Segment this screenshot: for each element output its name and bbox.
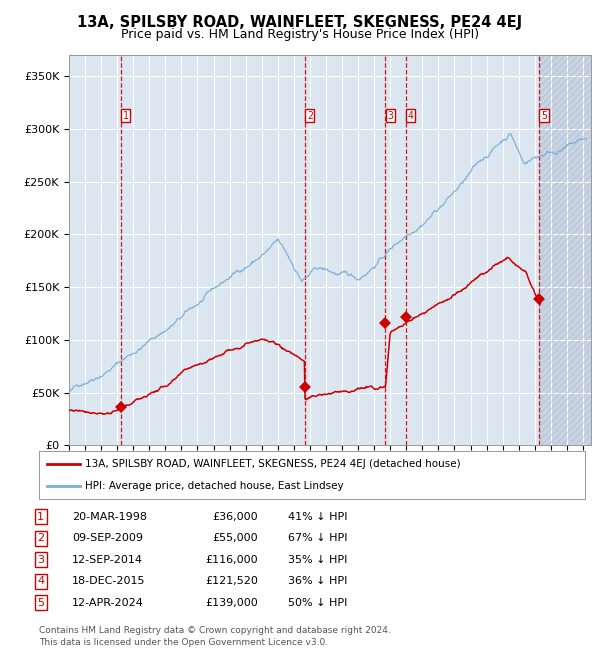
Text: 1: 1 [122,111,128,121]
Text: HPI: Average price, detached house, East Lindsey: HPI: Average price, detached house, East… [85,481,344,491]
Text: Price paid vs. HM Land Registry's House Price Index (HPI): Price paid vs. HM Land Registry's House … [121,28,479,41]
Text: 41% ↓ HPI: 41% ↓ HPI [288,512,347,522]
Bar [539,55,591,445]
Text: 67% ↓ HPI: 67% ↓ HPI [288,533,347,543]
Text: £36,000: £36,000 [212,512,258,522]
Text: 13A, SPILSBY ROAD, WAINFLEET, SKEGNESS, PE24 4EJ: 13A, SPILSBY ROAD, WAINFLEET, SKEGNESS, … [77,15,523,30]
Text: 20-MAR-1998: 20-MAR-1998 [72,512,147,522]
Text: 50% ↓ HPI: 50% ↓ HPI [288,597,347,608]
Text: 12-APR-2024: 12-APR-2024 [72,597,144,608]
Text: Contains HM Land Registry data © Crown copyright and database right 2024.
This d: Contains HM Land Registry data © Crown c… [39,626,391,647]
Bar [539,55,591,445]
Text: 4: 4 [37,576,44,586]
Text: 35% ↓ HPI: 35% ↓ HPI [288,554,347,565]
Text: 18-DEC-2015: 18-DEC-2015 [72,576,146,586]
Text: 2: 2 [37,533,44,543]
Text: 3: 3 [388,111,393,121]
Text: 5: 5 [541,111,547,121]
Text: 09-SEP-2009: 09-SEP-2009 [72,533,143,543]
Text: 13A, SPILSBY ROAD, WAINFLEET, SKEGNESS, PE24 4EJ (detached house): 13A, SPILSBY ROAD, WAINFLEET, SKEGNESS, … [85,459,461,469]
Text: £116,000: £116,000 [205,554,258,565]
Text: £139,000: £139,000 [205,597,258,608]
Text: 5: 5 [37,597,44,608]
Text: 1: 1 [37,512,44,522]
Text: 36% ↓ HPI: 36% ↓ HPI [288,576,347,586]
Text: 2: 2 [307,111,313,121]
Text: 4: 4 [407,111,413,121]
Text: £121,520: £121,520 [205,576,258,586]
Text: 3: 3 [37,554,44,565]
Text: 12-SEP-2014: 12-SEP-2014 [72,554,143,565]
Text: £55,000: £55,000 [212,533,258,543]
